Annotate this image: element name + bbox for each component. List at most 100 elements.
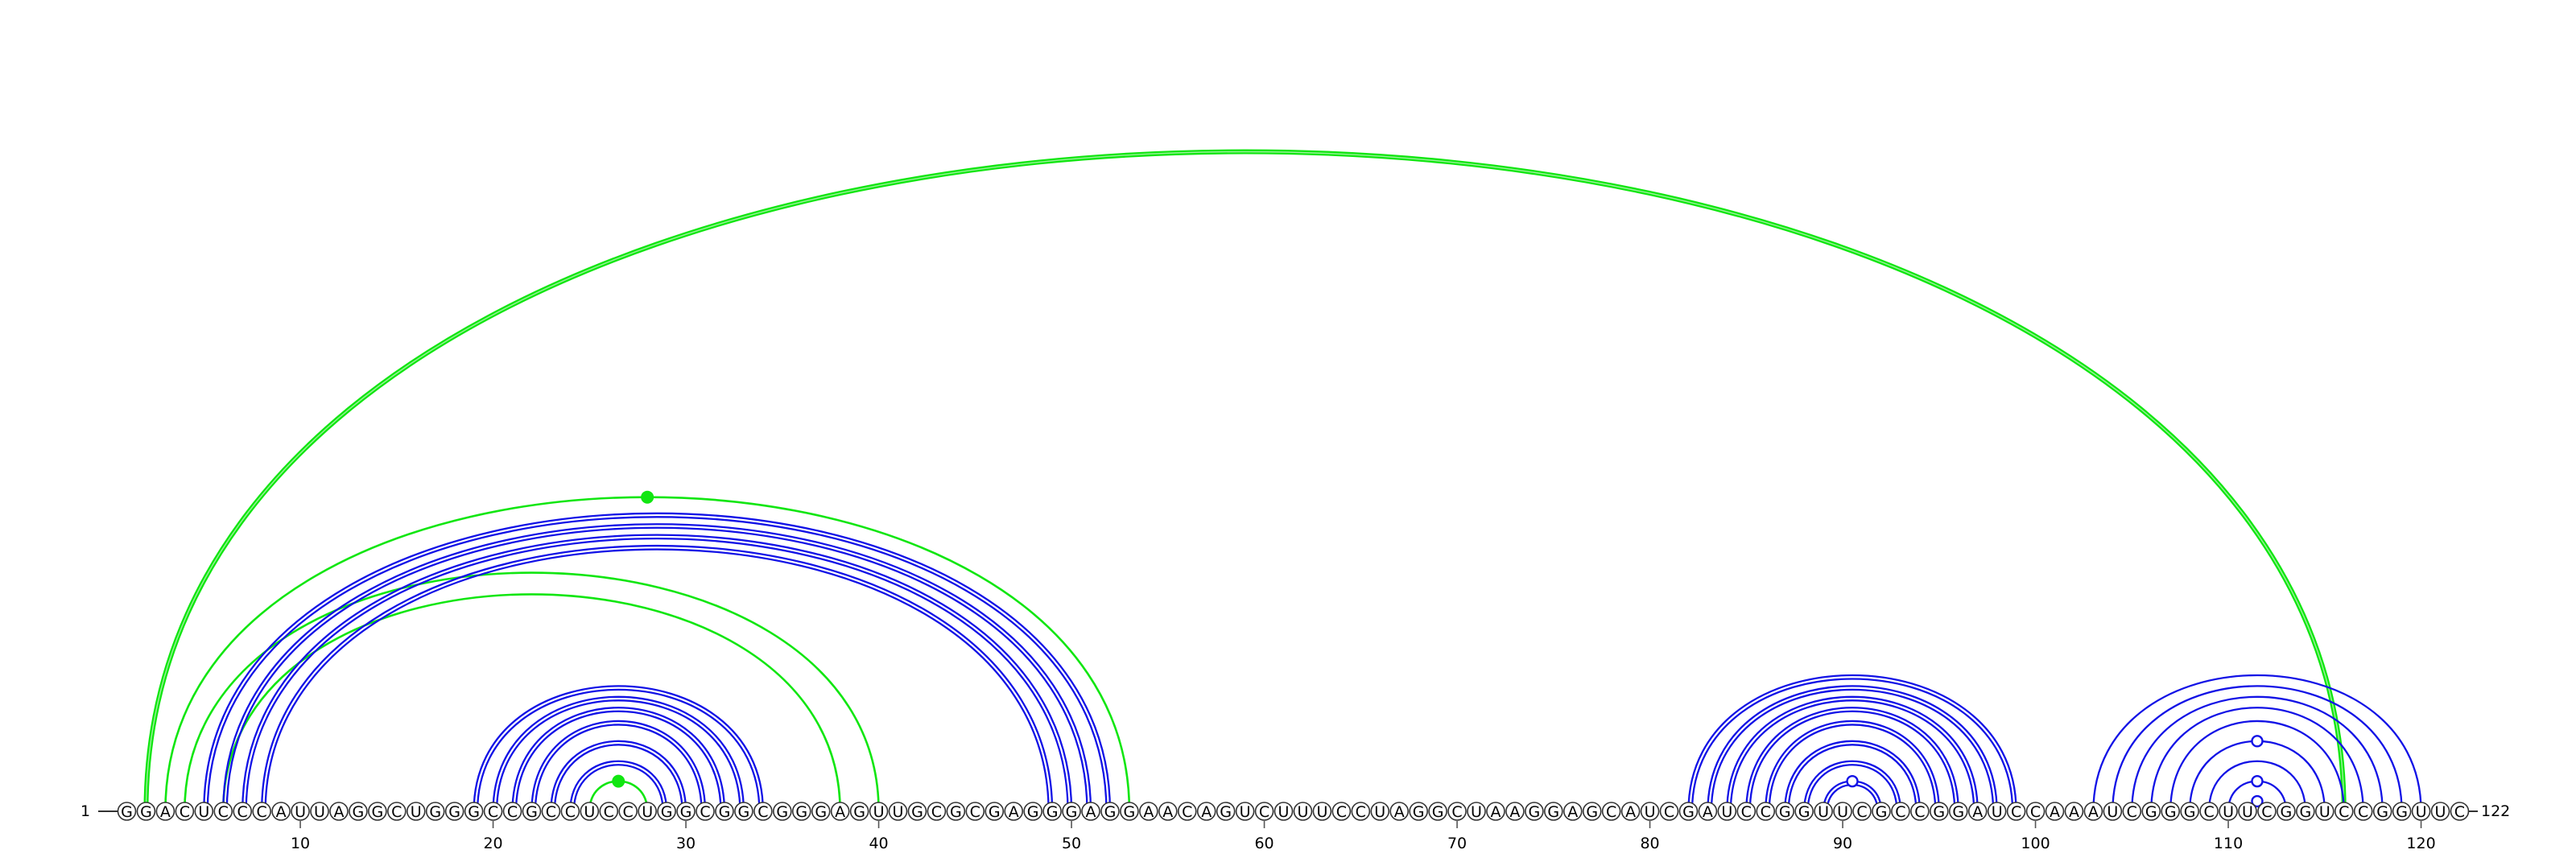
nucleotide-letter: A — [1162, 803, 1173, 821]
blue-arc-87-94 — [1784, 740, 1921, 812]
nucleotide-89: U — [1814, 802, 1833, 821]
nucleotide-circle — [1563, 802, 1583, 821]
nucleotide-letter: C — [1761, 803, 1771, 821]
nucleotide-letter: G — [2299, 803, 2311, 821]
nucleotide-letter: G — [1104, 803, 1117, 821]
tick-label-100: 100 — [2021, 835, 2050, 852]
nucleotide-letter: U — [642, 803, 653, 821]
nucleotide-circle — [233, 802, 253, 821]
nucleotide-circle — [252, 802, 271, 821]
nucleotide-letter: A — [835, 803, 845, 821]
nucleotide-30: G — [676, 802, 696, 821]
nucleotide-99: C — [2006, 802, 2026, 821]
nucleotide-51: A — [1081, 802, 1100, 821]
nucleotide-letter: G — [853, 803, 865, 821]
arc-marker-3-53 — [641, 490, 654, 504]
nucleotide-circle — [310, 802, 329, 821]
nucleotide-circle — [2006, 802, 2026, 821]
nucleotide-111: U — [2238, 802, 2257, 821]
nucleotide-103: A — [2083, 802, 2103, 821]
nucleotide-letter: C — [758, 803, 768, 821]
nucleotide-52: G — [1100, 802, 1120, 821]
nucleotide-circle — [271, 802, 291, 821]
nucleotide-circle — [155, 802, 175, 821]
nucleotide-66: U — [1370, 802, 1390, 821]
nucleotide-circle — [444, 802, 464, 821]
blue-arc-inner-24-29 — [572, 764, 664, 812]
tick-label-40: 40 — [869, 835, 888, 852]
nucleotide-circle — [349, 802, 368, 821]
nucleotide-circle — [696, 802, 715, 821]
nucleotide-letter: U — [295, 803, 306, 821]
nucleotide-letter: G — [2376, 803, 2388, 821]
blue-arc-104-119 — [2112, 685, 2403, 812]
arc-marker-111-112 — [2251, 794, 2264, 808]
nucleotide-6: C — [213, 802, 233, 821]
nucleotide-circle — [1678, 802, 1699, 821]
nucleotide-letter: C — [546, 803, 556, 821]
nucleotide-letter: G — [1027, 803, 1039, 821]
tick-label-70: 70 — [1447, 835, 1467, 852]
nucleotide-circle — [753, 802, 773, 821]
nucleotide-49: G — [1042, 802, 1062, 821]
nucleotide-70: C — [1447, 802, 1467, 821]
nucleotide-letter: G — [795, 803, 807, 821]
nucleotide-letter: G — [1933, 803, 1945, 821]
nucleotide-20: C — [483, 802, 503, 821]
nucleotide-circle — [2083, 802, 2103, 821]
nucleotide-letter: C — [2261, 803, 2272, 821]
nucleotide-letter: U — [1278, 803, 1290, 821]
nucleotide-45: C — [965, 802, 985, 821]
nucleotide-circle — [329, 802, 349, 821]
nucleotide-circle — [541, 802, 561, 821]
nucleotide-85: C — [1736, 802, 1757, 821]
nucleotide-letter: C — [507, 803, 518, 821]
nucleotide-61: U — [1274, 802, 1294, 821]
nucleotide-circle — [1659, 802, 1679, 821]
nucleotide-37: G — [811, 802, 831, 821]
nucleotide-28: U — [638, 802, 657, 821]
nucleotide-letter: G — [719, 803, 731, 821]
nucleotide-circle — [2103, 802, 2123, 821]
nucleotide-letter: C — [488, 803, 498, 821]
blue-arc-5-52 — [203, 512, 1112, 812]
blue-arc-inner-84-97 — [1729, 699, 1975, 812]
nucleotide-40: U — [869, 802, 889, 821]
nucleotide-circle — [483, 802, 503, 821]
nucleotide-60: C — [1254, 802, 1274, 821]
nucleotide-letter: G — [1798, 803, 1810, 821]
nucleotide-letter: G — [1876, 803, 1888, 821]
nucleotide-circle — [1447, 802, 1467, 821]
nucleotide-circle — [2064, 802, 2084, 821]
nucleotide-circle — [1120, 802, 1139, 821]
nucleotide-41: U — [888, 802, 908, 821]
nucleotide-90: U — [1833, 802, 1852, 821]
nucleotide-letter: A — [1509, 803, 1520, 821]
nucleotide-16: U — [406, 802, 426, 821]
nucleotide-122: C — [2450, 802, 2470, 821]
nucleotide-circle — [2219, 802, 2238, 821]
blue-arc-inner-5-52 — [206, 516, 1108, 812]
tick-label-90: 90 — [1833, 835, 1852, 852]
nucleotide-circle — [1042, 802, 1062, 821]
blue-arc-inner-86-95 — [1768, 724, 1937, 812]
blue-arc-inner-20-33 — [495, 699, 741, 812]
blue-arc-7-50 — [242, 534, 1073, 812]
nucleotide-circle — [715, 802, 734, 821]
nucleotide-circle — [599, 802, 619, 821]
nucleotide-74: G — [1525, 802, 1544, 821]
nucleotide-80: U — [1640, 802, 1660, 821]
nucleotide-circle — [2257, 802, 2277, 821]
blue-arc-24-29 — [569, 760, 668, 812]
blue-arc-84-97 — [1726, 695, 1979, 812]
tick-layer: 10 20 30 40 50 60 70 80 90 100 110 120 — [291, 821, 2436, 852]
blue-arc-inner-19-34 — [476, 688, 761, 812]
nucleotide-letter: C — [2030, 803, 2041, 821]
arc-marker-110-113 — [2251, 774, 2264, 788]
nucleotide-letter: C — [1895, 803, 1905, 821]
nucleotide-letter: C — [218, 803, 229, 821]
nucleotide-letter: G — [1682, 803, 1695, 821]
nucleotide-circle — [2141, 802, 2161, 821]
nucleotide-letter: C — [931, 803, 942, 821]
